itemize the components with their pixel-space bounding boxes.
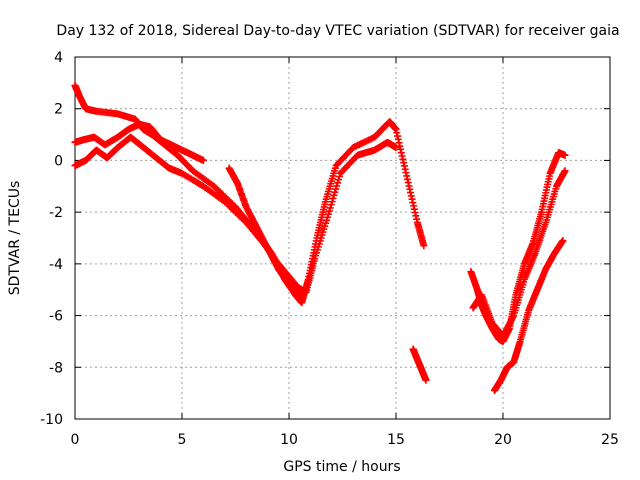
plot-frame xyxy=(74,56,611,420)
x-tick-label: 10 xyxy=(280,432,298,448)
y-tick-label: -8 xyxy=(49,360,63,376)
y-axis-label: SDTVAR / TECUs xyxy=(7,181,23,296)
data-point xyxy=(333,182,341,190)
data-point xyxy=(327,201,335,209)
x-tick-label: 20 xyxy=(494,432,512,448)
data-point xyxy=(199,156,207,164)
x-tick-label: 25 xyxy=(601,432,619,448)
data-point xyxy=(335,172,343,180)
series-track-b xyxy=(71,120,207,164)
y-tick-label: 0 xyxy=(54,153,63,169)
data-point xyxy=(325,207,333,215)
data-points xyxy=(71,81,569,395)
series-track-d xyxy=(225,164,310,299)
y-tick-label: -2 xyxy=(49,205,63,221)
data-point xyxy=(328,198,336,206)
data-point xyxy=(561,167,569,175)
data-point xyxy=(332,185,340,193)
data-point xyxy=(302,286,310,294)
series-track-h xyxy=(490,237,567,395)
series-track-f xyxy=(467,149,569,345)
data-point xyxy=(330,191,338,199)
data-point xyxy=(329,194,337,202)
y-tick-label: -4 xyxy=(49,257,63,273)
axis-ticks: 0 5 10 15 20 25 -10 -8 -6 -4 -2 0 2 4 xyxy=(40,50,619,448)
data-point xyxy=(326,204,334,212)
series-track-e xyxy=(409,345,430,384)
data-point xyxy=(392,144,400,151)
data-point xyxy=(420,242,428,250)
data-point xyxy=(559,237,567,245)
data-point xyxy=(331,188,339,196)
y-tick-label: -10 xyxy=(40,412,63,428)
y-tick-label: 2 xyxy=(54,102,63,118)
data-point xyxy=(335,176,343,184)
series-track-g xyxy=(469,167,569,340)
y-tick-label: 4 xyxy=(54,50,63,66)
series-track-c xyxy=(71,133,400,296)
chart-title: Day 132 of 2018, Sidereal Day-to-day VTE… xyxy=(56,23,619,39)
x-axis-label: GPS time / hours xyxy=(283,459,400,475)
data-point xyxy=(422,376,430,384)
series-track-a xyxy=(71,81,428,307)
grid-lines xyxy=(75,57,610,419)
x-tick-label: 15 xyxy=(387,432,405,448)
data-point xyxy=(561,151,569,159)
data-point xyxy=(324,213,332,221)
data-point xyxy=(324,210,332,218)
y-tick-label: -6 xyxy=(49,309,63,325)
x-tick-label: 0 xyxy=(71,432,80,448)
x-tick-label: 5 xyxy=(178,432,187,448)
data-point xyxy=(334,179,342,187)
